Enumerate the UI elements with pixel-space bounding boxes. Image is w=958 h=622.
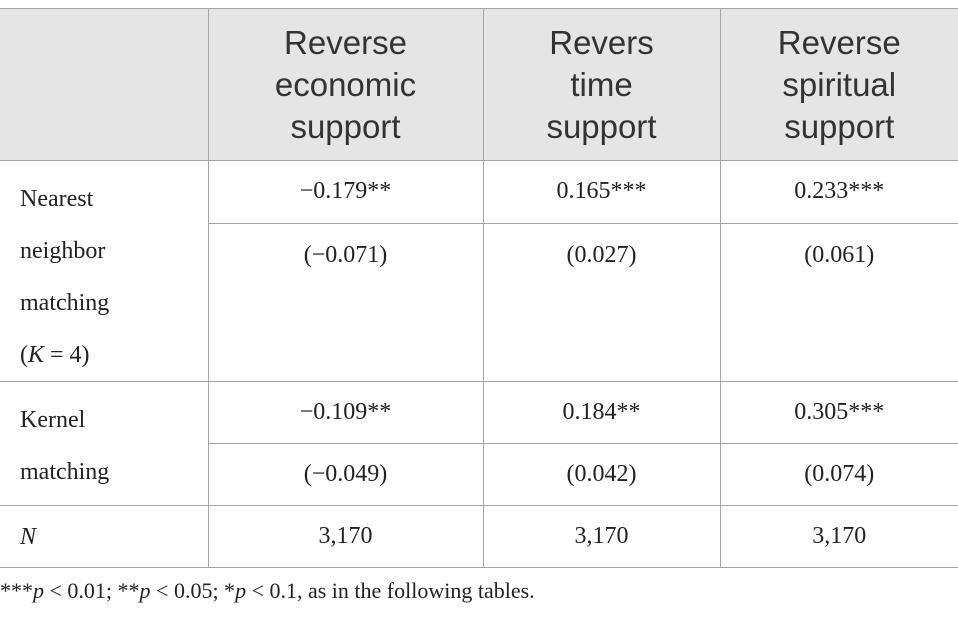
- row-label: N: [0, 505, 209, 568]
- se-cell: (−0.071): [208, 222, 484, 383]
- se-cell: (0.042): [482, 443, 721, 506]
- label-line: neighbor: [20, 238, 106, 264]
- header-row: Reverse economic support Revers time support…: [0, 8, 958, 161]
- n-cell: 3,170: [719, 505, 958, 568]
- header-line: Revers: [549, 23, 654, 61]
- label-line: Kernel: [20, 407, 86, 433]
- footnote-italic: p: [33, 578, 44, 603]
- corner-cell: [0, 8, 209, 161]
- coef-cell: 0.305***: [719, 381, 958, 444]
- header-line: spiritual: [782, 65, 897, 103]
- label-italic: K: [28, 342, 45, 368]
- header-line: time: [570, 65, 633, 103]
- header-line: economic: [274, 65, 417, 103]
- header-line: support: [546, 107, 657, 145]
- se-cell: (−0.049): [208, 443, 484, 506]
- se-row: (−0.049) (0.042) (0.074): [0, 443, 958, 506]
- n-row: N 3,170 3,170 3,170: [0, 505, 958, 568]
- label-line: (K = 4): [20, 329, 208, 381]
- n-cell: 3,170: [482, 505, 721, 568]
- coef-cell: 0.165***: [482, 160, 721, 224]
- coef-row: Kernel matching −0.109** 0.184** 0.305***: [0, 381, 958, 506]
- header-line: Reverse: [284, 23, 407, 61]
- column-header: Revers time support: [482, 8, 721, 161]
- footnote: ***p < 0.01; **p < 0.05; *p < 0.1, as in…: [0, 578, 535, 604]
- column-header: Reverse economic support: [207, 8, 484, 161]
- footnote-text: < 0.05; *: [150, 578, 236, 603]
- coef-cell: 0.233***: [719, 160, 958, 224]
- results-table: Reverse economic support Revers time support…: [0, 8, 958, 568]
- footnote-italic: p: [139, 578, 151, 603]
- row-label: Kernel matching: [0, 381, 209, 506]
- coef-cell: −0.109**: [207, 381, 484, 444]
- n-cell: 3,170: [207, 505, 484, 568]
- label-text: = 4): [44, 342, 90, 368]
- label-line: Nearest: [20, 186, 94, 212]
- header-line: support: [784, 107, 895, 145]
- header-line: Reverse: [777, 23, 901, 61]
- coef-cell: −0.179**: [207, 160, 484, 224]
- coef-row: Nearest neighbor matching (K = 4) −0.179** …: [0, 160, 958, 382]
- se-cell: (0.061): [719, 222, 958, 383]
- se-cell: (0.074): [719, 443, 958, 506]
- label-line: matching: [20, 459, 110, 485]
- se-cell: (0.027): [482, 222, 721, 383]
- footnote-text: ***: [0, 578, 33, 603]
- row-label: Nearest neighbor matching (K = 4): [0, 160, 209, 382]
- footnote-text: < 0.1, as in the following tables.: [246, 578, 535, 603]
- column-header: Reverse spiritual support: [719, 8, 958, 161]
- label-text: (: [20, 342, 28, 368]
- footnote-text: < 0.01; **: [44, 578, 140, 603]
- footnote-italic: p: [235, 578, 247, 603]
- header-line: support: [290, 107, 401, 145]
- se-row: (−0.071) (0.027) (0.061): [0, 222, 958, 383]
- label-line: matching: [20, 290, 110, 316]
- coef-cell: 0.184**: [482, 381, 721, 444]
